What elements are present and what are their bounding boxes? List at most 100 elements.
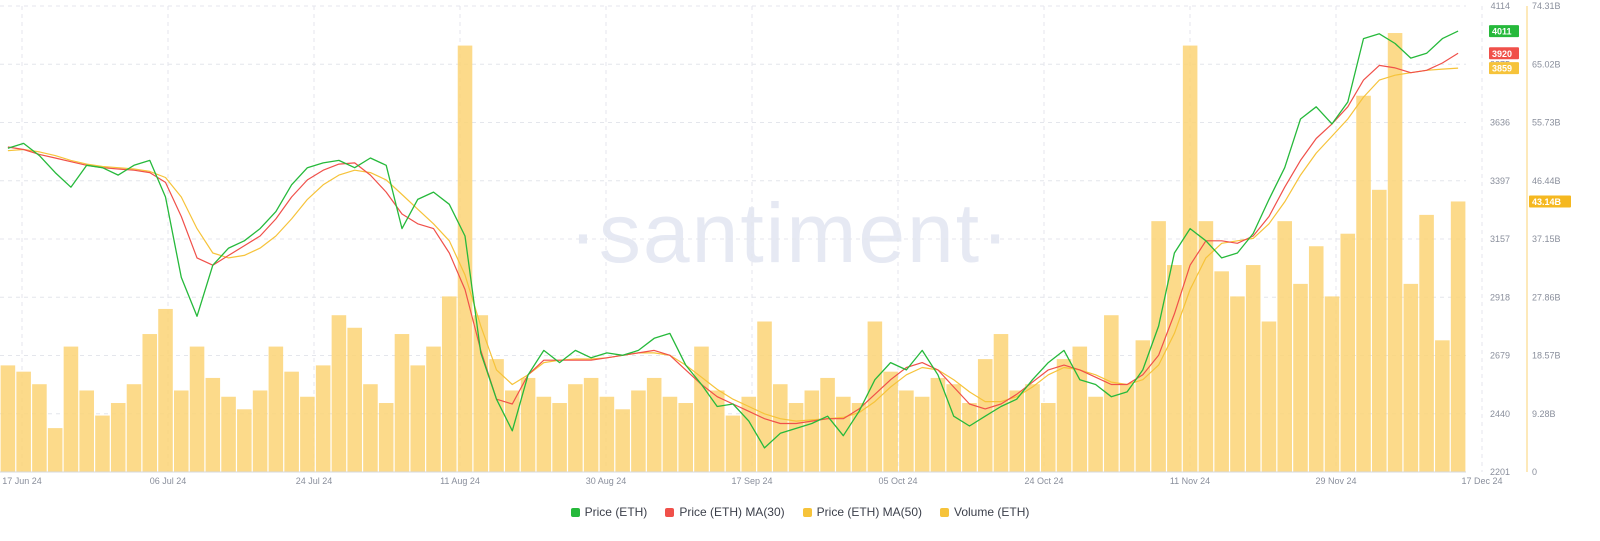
volume-bar: [284, 371, 299, 472]
volume-axis-tick: 46.44B: [1532, 176, 1561, 186]
volume-bar: [331, 315, 347, 472]
ma30-badge-bg: [1489, 47, 1519, 60]
volume-bar: [914, 396, 930, 472]
volume-bar: [142, 334, 158, 472]
volume-bar: [410, 365, 426, 472]
volume-bar: [1198, 221, 1214, 472]
legend-item-volume[interactable]: Volume (ETH): [940, 505, 1029, 519]
x-axis-tick: 05 Oct 24: [878, 476, 917, 486]
volume-bar: [95, 415, 110, 472]
volume-bar: [457, 45, 473, 472]
volume-axis-tick: 18.57B: [1532, 351, 1561, 361]
ma50-badge: 3859: [1489, 62, 1519, 75]
x-axis-tick: 17 Sep 24: [731, 476, 772, 486]
value-badges: 4011 3920 3859 43.14B: [1489, 25, 1571, 208]
x-axis-tick: 11 Nov 24: [1170, 476, 1210, 486]
x-axis-tick: 24 Jul 24: [296, 476, 333, 486]
volume-bar: [836, 396, 851, 472]
volume-axis-tick: 9.28B: [1532, 409, 1556, 419]
volume-bar: [946, 384, 961, 472]
price-line: [7, 30, 1459, 449]
volume-bar: [16, 371, 31, 472]
volume-bar: [583, 377, 599, 472]
volume-bar: [1245, 265, 1261, 472]
volume-badge-text: 43.14B: [1532, 197, 1562, 207]
legend-swatch-price: [570, 507, 580, 517]
volume-bar: [173, 390, 189, 472]
volume-bar: [993, 334, 1009, 472]
x-axis-tick: 11 Aug 24: [440, 476, 480, 486]
price-axis-tick: 3157: [1490, 234, 1510, 244]
volume-bar: [1261, 321, 1277, 472]
volume-bar: [599, 396, 615, 472]
volume-bar: [757, 321, 772, 472]
volume-bar: [378, 403, 394, 472]
volume-bar: [189, 346, 205, 472]
volume-bar: [268, 346, 284, 472]
x-axis-tick: 17 Jun 24: [2, 476, 42, 486]
axes: 41143875363633973157291826792440220174.3…: [0, 1, 1561, 486]
volume-bar: [646, 377, 662, 472]
price-axis-tick: 2201: [1490, 467, 1510, 477]
x-axis-tick: 17 Dec 24: [1461, 476, 1502, 486]
volume-bar: [662, 396, 678, 472]
volume-bar: [804, 390, 820, 472]
volume-bar: [32, 384, 47, 472]
legend-label-ma30: Price (ETH) MA(30): [679, 505, 785, 519]
x-axis-tick: 24 Oct 24: [1024, 476, 1063, 486]
volume-bar: [1119, 384, 1135, 472]
volume-bar: [489, 359, 504, 472]
chart-canvas[interactable]: ·santiment· 4114387536363397315729182679…: [0, 0, 1600, 500]
legend-label-volume: Volume (ETH): [954, 505, 1030, 519]
price-axis-tick: 2918: [1490, 292, 1510, 302]
volume-bar: [1387, 33, 1403, 472]
volume-bar: [1104, 315, 1119, 472]
volume-bar: [1025, 384, 1040, 472]
ma50-badge-bg: [1489, 62, 1519, 75]
volume-bar: [1072, 346, 1088, 472]
volume-axis-tick: 0: [1532, 467, 1537, 477]
volume-bar: [1356, 95, 1371, 472]
volume-bar: [221, 396, 236, 472]
legend-item-ma50[interactable]: Price (ETH) MA(50): [802, 505, 922, 519]
volume-bar: [1435, 340, 1450, 472]
volume-bar: [741, 396, 757, 472]
price-badge: 4011: [1489, 25, 1519, 38]
volume-bar: [725, 415, 741, 472]
price-badge-bg: [1489, 25, 1519, 38]
volume-bar: [962, 403, 977, 472]
volume-bar: [205, 377, 221, 472]
volume-bar: [788, 403, 804, 472]
volume-bar: [394, 334, 410, 472]
volume-bar: [820, 377, 835, 472]
volume-axis-tick: 65.02B: [1532, 59, 1561, 69]
volume-bar: [79, 390, 94, 472]
price-axis-tick: 2679: [1490, 351, 1510, 361]
volume-bar: [63, 346, 79, 472]
volume-bar: [883, 371, 898, 472]
legend-swatch-ma50: [802, 507, 812, 517]
volume-bar: [1214, 271, 1229, 472]
volume-bar: [851, 403, 867, 472]
volume-bar: [473, 315, 489, 472]
volume-bar: [773, 384, 788, 472]
volume-bar: [1056, 359, 1072, 472]
legend-item-ma30[interactable]: Price (ETH) MA(30): [665, 505, 785, 519]
legend-swatch-ma30: [665, 507, 675, 517]
volume-bar: [568, 384, 583, 472]
volume-bar: [363, 384, 378, 472]
volume-bar: [1340, 233, 1356, 472]
x-axis-tick: 30 Aug 24: [586, 476, 627, 486]
x-axis-tick: 06 Jul 24: [150, 476, 187, 486]
volume-bar: [1293, 283, 1308, 472]
volume-bar: [899, 390, 914, 472]
volume-bar: [930, 377, 946, 472]
ma30-badge: 3920: [1489, 47, 1519, 60]
volume-bar: [694, 346, 709, 472]
volume-bar: [1009, 390, 1025, 472]
x-axis-tick: 29 Nov 24: [1315, 476, 1356, 486]
legend-item-price[interactable]: Price (ETH): [570, 505, 647, 519]
volume-bar: [1372, 189, 1387, 472]
volume-bar: [552, 403, 567, 472]
volume-bar: [1308, 246, 1324, 472]
